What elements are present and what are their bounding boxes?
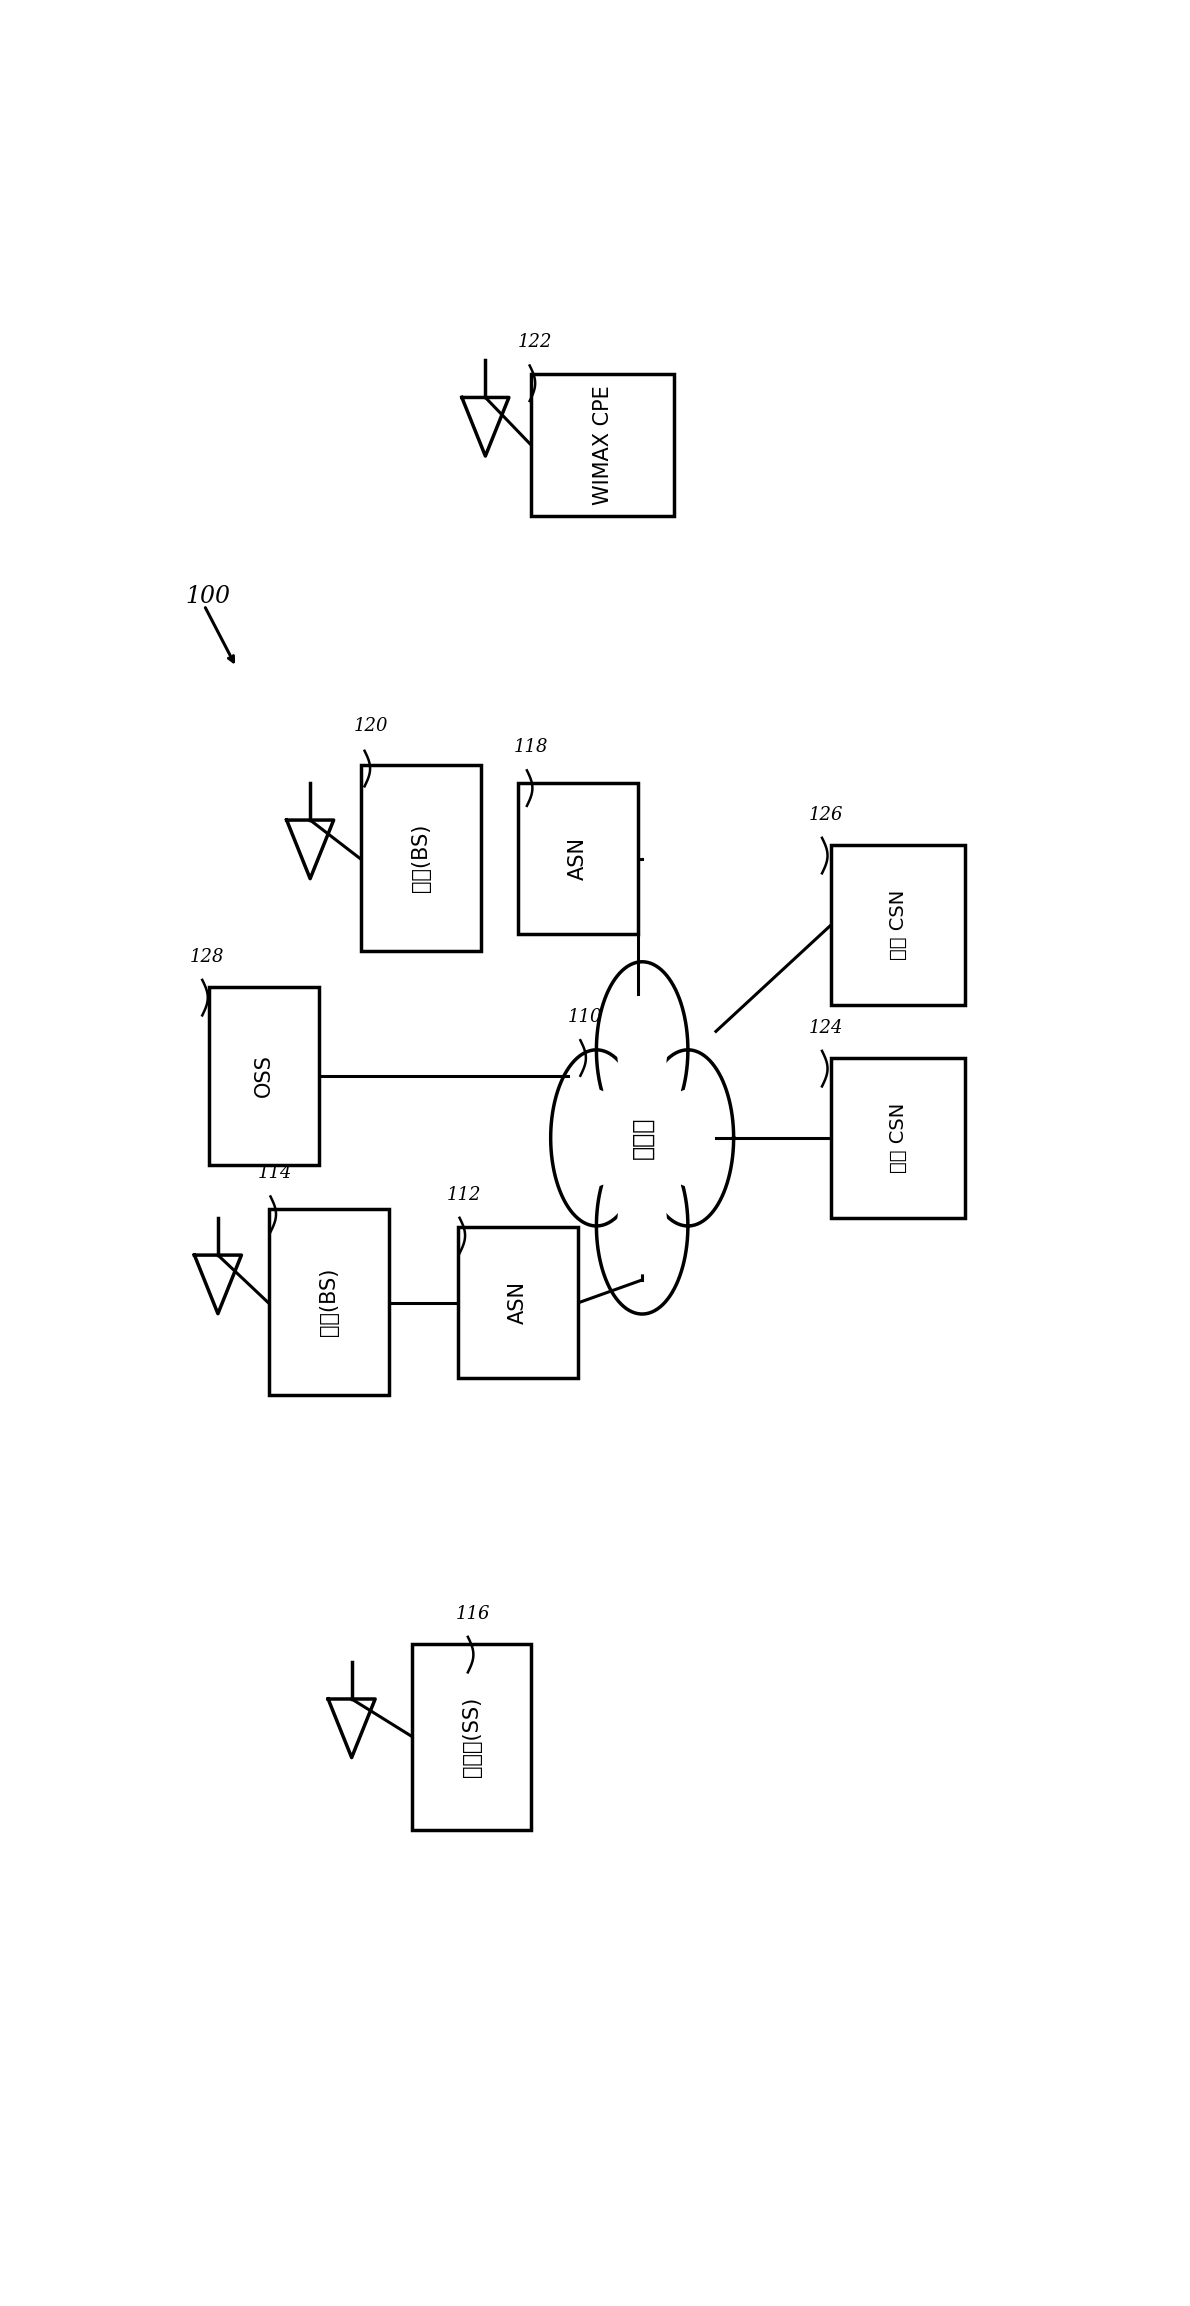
Circle shape (551, 1049, 643, 1227)
Text: 122: 122 (518, 334, 552, 351)
Bar (532, 374, 675, 517)
Circle shape (616, 1001, 668, 1098)
Text: ASN: ASN (568, 837, 588, 879)
Bar (458, 1227, 577, 1377)
Text: 基站(BS): 基站(BS) (411, 823, 431, 892)
Circle shape (616, 1178, 668, 1275)
Text: 128: 128 (189, 948, 224, 966)
Text: 118: 118 (514, 738, 549, 756)
Circle shape (571, 1088, 621, 1185)
Text: 访问 CSN: 访问 CSN (889, 1102, 908, 1174)
Text: 116: 116 (456, 1605, 490, 1623)
Text: WIMAX CPE: WIMAX CPE (593, 385, 613, 505)
Circle shape (663, 1088, 713, 1185)
Text: OSS: OSS (253, 1054, 274, 1098)
Text: 120: 120 (353, 717, 388, 736)
Text: 基站(BS): 基站(BS) (319, 1268, 339, 1337)
Text: 112: 112 (446, 1185, 481, 1204)
Bar (208, 987, 319, 1165)
Text: 124: 124 (809, 1019, 844, 1038)
Bar (361, 766, 481, 952)
Circle shape (610, 1077, 675, 1199)
Bar (269, 1208, 388, 1395)
Circle shape (596, 962, 688, 1137)
Bar (412, 1644, 532, 1831)
Text: 用户站(SS): 用户站(SS) (462, 1697, 482, 1778)
Text: ASN: ASN (508, 1280, 527, 1324)
Text: 110: 110 (568, 1008, 602, 1026)
Circle shape (596, 1049, 688, 1227)
Circle shape (596, 1137, 688, 1314)
Text: 归属 CSN: 归属 CSN (889, 890, 908, 959)
Bar (832, 844, 965, 1005)
Bar (832, 1058, 965, 1218)
Text: 100: 100 (186, 586, 231, 609)
Circle shape (643, 1049, 734, 1227)
Text: 126: 126 (809, 805, 844, 823)
Text: 114: 114 (257, 1165, 292, 1183)
Bar (518, 782, 638, 934)
Text: 因特网: 因特网 (631, 1116, 655, 1160)
